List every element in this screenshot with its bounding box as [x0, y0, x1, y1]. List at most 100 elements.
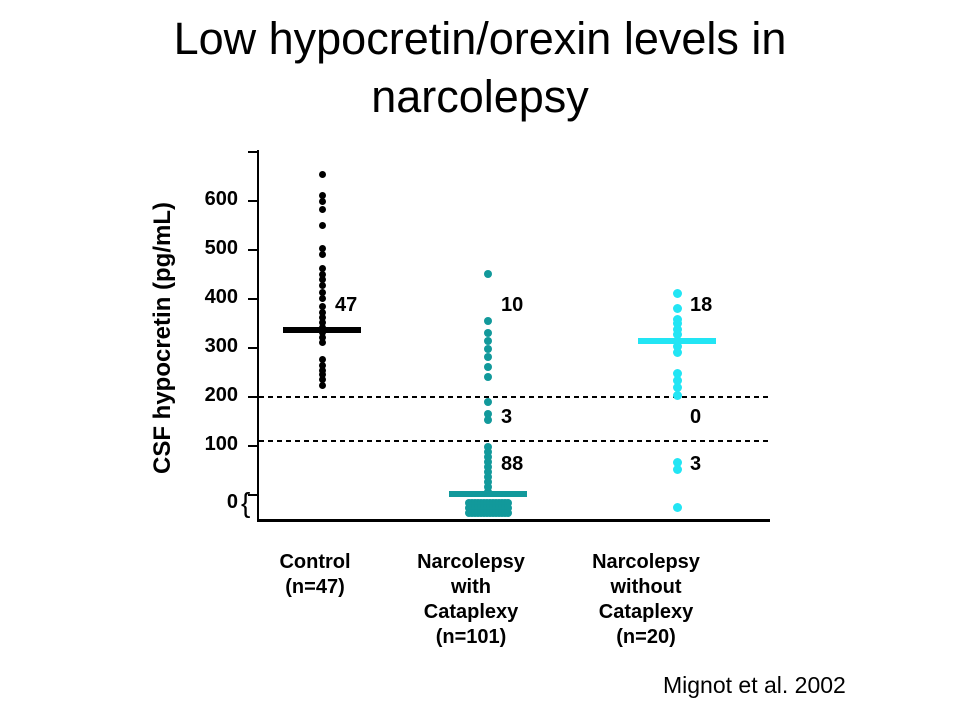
data-point: [318, 222, 326, 229]
group-label-line: (n=101): [435, 626, 507, 648]
data-point: [318, 206, 326, 214]
count-label: 3: [501, 405, 513, 428]
data-point: [484, 410, 492, 419]
count-label: 3: [690, 452, 702, 475]
data-point: [484, 345, 492, 354]
data-point: [484, 269, 492, 278]
data-point: [672, 303, 682, 313]
data-point: [484, 328, 492, 337]
data-point: [672, 324, 682, 334]
data-point: [318, 288, 326, 296]
data-point: [672, 342, 682, 352]
data-point: [318, 376, 326, 384]
data-point: [318, 295, 326, 302]
title-line-2: narcolepsy: [371, 71, 589, 122]
data-point: [484, 458, 492, 467]
data-point: [672, 288, 682, 298]
data-point: [318, 245, 326, 253]
data-point: [484, 483, 492, 492]
undetectable-cluster-dot: [503, 499, 512, 507]
data-point: [672, 368, 682, 378]
data-point: [318, 197, 326, 205]
data-point: [484, 447, 492, 456]
y-tick-label: 200: [204, 384, 238, 406]
group-label-line: (n=47): [285, 576, 345, 598]
data-point: [484, 472, 492, 481]
count-label: 18: [690, 294, 713, 317]
y-axis-label: CSF hypocretin (pg/mL): [149, 202, 176, 474]
data-point: [672, 383, 682, 393]
data-point: [318, 264, 326, 272]
data-point: [318, 333, 326, 341]
y-tick-label: 0: [226, 491, 238, 513]
data-point: [484, 415, 492, 424]
slide-title: Low hypocretin/orexin levels in narcolep…: [0, 10, 960, 126]
y-tick-label: 300: [204, 335, 238, 357]
undetectable-cluster-dot: [672, 502, 682, 512]
data-point: [484, 452, 492, 461]
y-tick: [248, 200, 257, 202]
data-point: [484, 336, 492, 345]
group-label-line: with: [451, 576, 491, 598]
data-point: [484, 372, 492, 381]
data-point: [484, 442, 492, 451]
data-point: [318, 356, 326, 364]
data-point: [318, 170, 326, 178]
data-point: [318, 361, 326, 369]
data-point: [318, 251, 326, 259]
data-point: [672, 318, 682, 328]
group-label-line: without: [610, 576, 682, 598]
y-tick: [248, 494, 257, 496]
data-point: [318, 282, 326, 290]
x-axis-line: [257, 519, 770, 522]
data-point: [318, 381, 326, 389]
data-point: [318, 191, 326, 199]
data-point: [672, 465, 682, 475]
group-label-line: Control: [279, 551, 351, 573]
zero-brace: {: [241, 487, 251, 518]
data-point: [484, 477, 492, 486]
y-tick: [248, 445, 257, 447]
data-point: [318, 308, 326, 316]
data-point: [672, 376, 682, 386]
data-point: [672, 329, 682, 339]
data-point: [318, 366, 326, 374]
group-label-line: Narcolepsy: [592, 551, 700, 573]
y-tick: [248, 347, 257, 349]
y-tick: [248, 298, 257, 300]
cutoff-line: [259, 396, 768, 398]
y-tick: [248, 396, 257, 398]
count-label: 10: [501, 294, 524, 317]
data-point: [318, 313, 326, 321]
y-tick-label: 600: [204, 188, 238, 210]
group-label-line: Cataplexy: [423, 601, 519, 623]
cutoff-line: [259, 440, 768, 443]
data-point: [484, 353, 492, 362]
data-point: [318, 270, 326, 278]
data-point: [484, 397, 492, 406]
title-line-1: Low hypocretin/orexin levels in: [173, 13, 787, 64]
data-point: [672, 391, 682, 401]
undetectable-cluster-dot: [503, 509, 512, 517]
data-point: [672, 347, 682, 357]
count-label: 88: [501, 452, 524, 475]
y-tick: [248, 151, 257, 153]
undetectable-cluster-dot: [503, 504, 512, 512]
data-point: [318, 338, 326, 346]
data-point: [484, 316, 492, 325]
y-tick: [248, 249, 257, 251]
data-point: [484, 467, 492, 476]
count-label: 47: [335, 294, 358, 317]
y-tick-label: 400: [204, 286, 238, 308]
data-point: [318, 319, 326, 327]
data-point: [318, 276, 326, 284]
mean-bar: [449, 491, 527, 498]
group-label-line: Narcolepsy: [417, 551, 525, 573]
group-label-line: Cataplexy: [598, 601, 694, 623]
data-point: [318, 371, 326, 379]
mean-bar: [638, 338, 716, 345]
mean-bar: [283, 327, 361, 334]
y-axis-line: [257, 150, 259, 522]
